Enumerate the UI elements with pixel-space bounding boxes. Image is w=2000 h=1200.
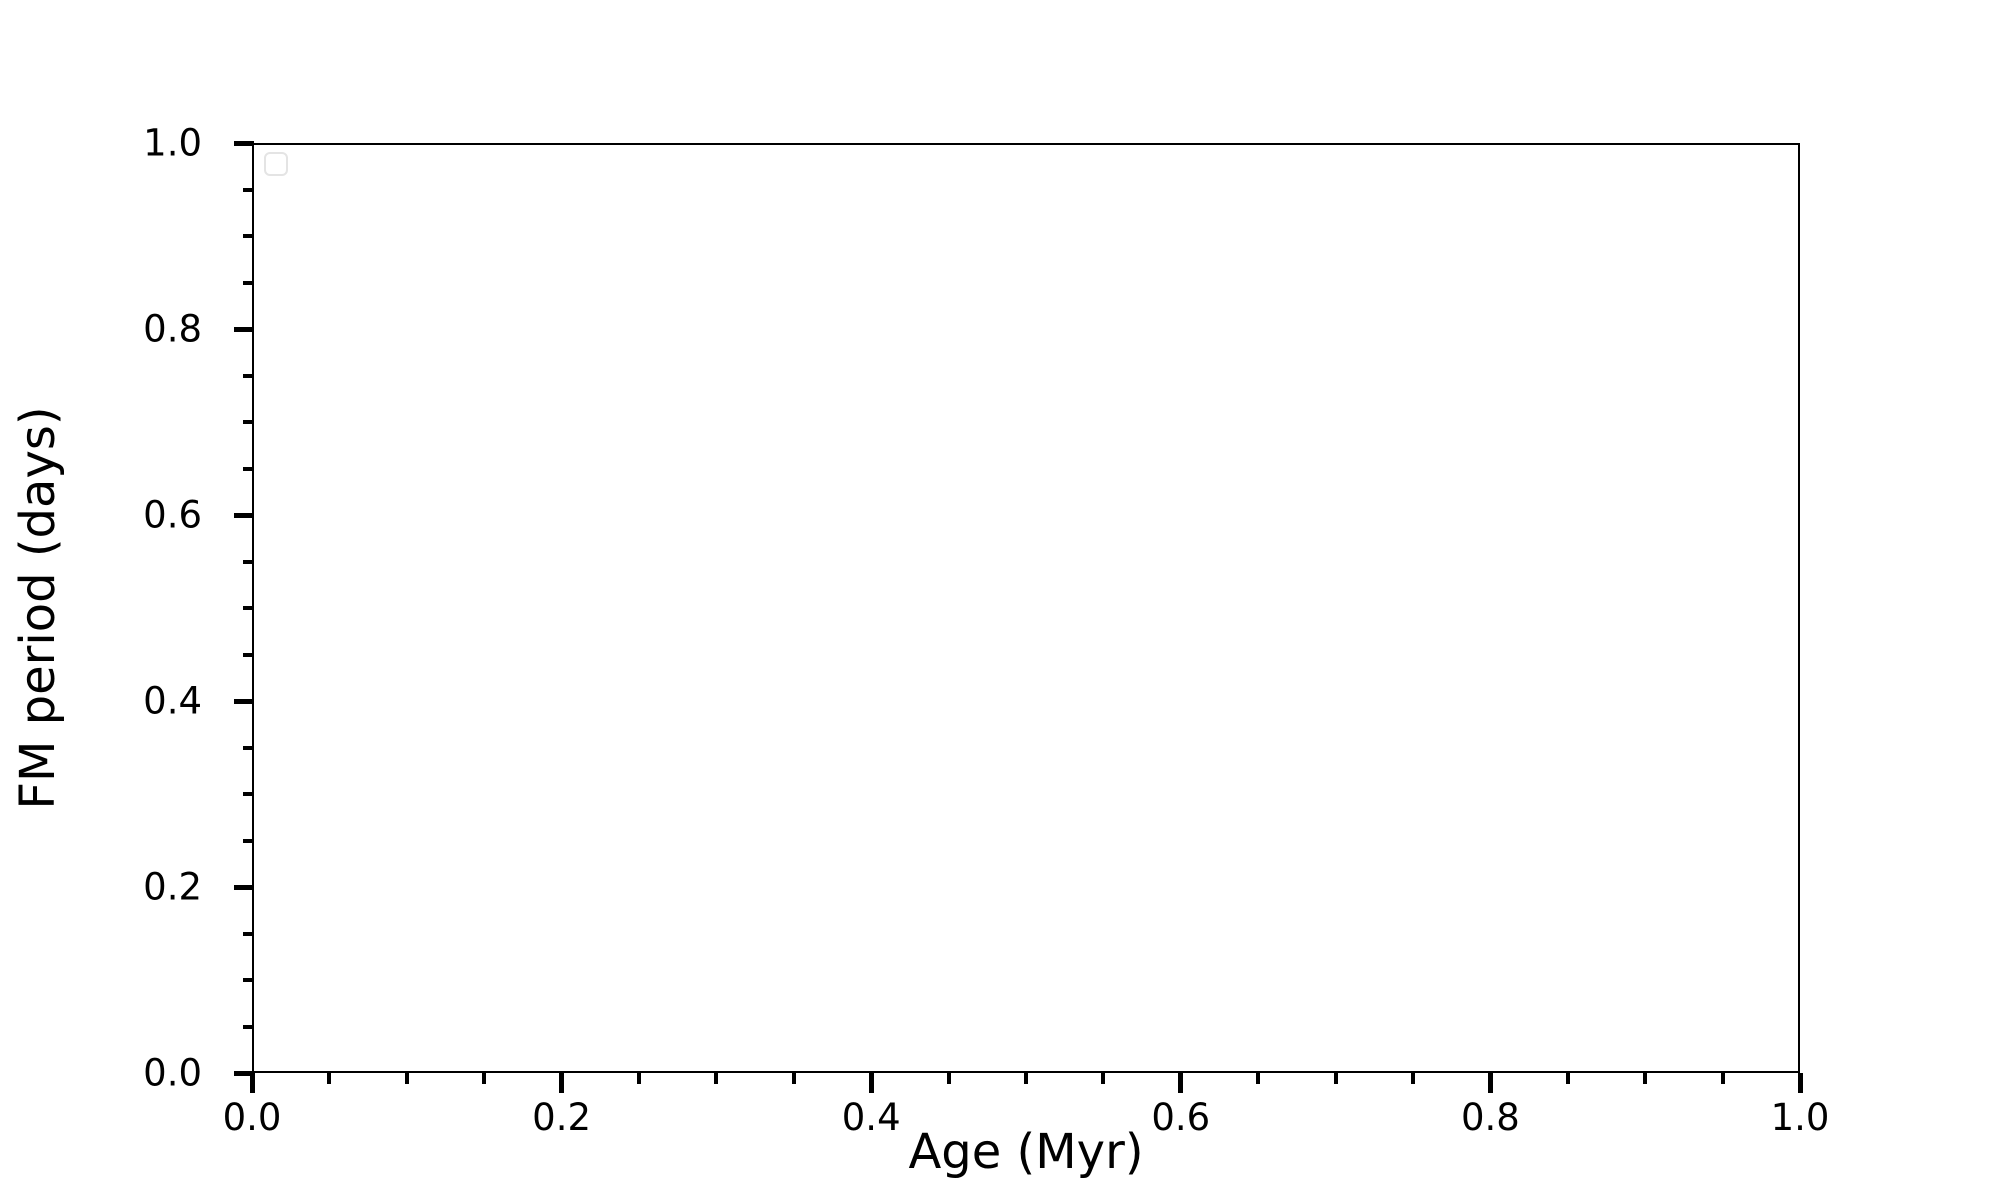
x-tick-label: 1.0 — [1770, 1096, 1830, 1139]
x-tick-minor — [1411, 1073, 1415, 1084]
y-tick-minor — [243, 187, 254, 192]
y-tick-major — [234, 512, 254, 518]
x-tick-minor — [637, 1073, 641, 1084]
y-axis-tick-labels: 0.0 0.2 0.4 0.6 0.8 1.0 — [0, 125, 232, 1092]
x-tick-minor — [1101, 1073, 1106, 1084]
y-tick-minor — [243, 745, 254, 750]
x-tick-label: 0.0 — [222, 1096, 282, 1139]
x-axis-tick-labels: 0.0 0.2 0.4 0.6 0.8 1.0 — [223, 1073, 1830, 1143]
y-tick-major — [234, 1070, 254, 1076]
x-tick-minor — [1256, 1073, 1261, 1084]
y-tick-minor — [243, 373, 254, 378]
y-tick-minor — [243, 838, 254, 843]
y-tick-minor — [243, 606, 254, 610]
y-tick-minor — [243, 1024, 254, 1029]
x-tick-minor — [1720, 1073, 1725, 1084]
legend-box[interactable] — [264, 152, 288, 176]
x-tick-major — [249, 1073, 255, 1093]
y-tick-minor — [243, 652, 254, 657]
y-tick-minor — [243, 559, 254, 564]
x-tick-minor — [1024, 1073, 1028, 1084]
y-tick-label: 0.2 — [143, 865, 202, 909]
y-tick-minor — [243, 466, 254, 471]
y-tick-label: 1.0 — [143, 121, 202, 165]
x-tick-minor — [791, 1073, 796, 1084]
y-tick-major — [234, 698, 254, 704]
x-tick-major — [1487, 1073, 1493, 1093]
x-tick-minor — [1565, 1073, 1570, 1084]
x-tick-major — [1797, 1073, 1803, 1093]
x-tick-label: 0.2 — [532, 1096, 592, 1139]
y-tick-minor — [243, 978, 254, 982]
x-tick-minor — [1333, 1073, 1338, 1084]
y-tick-label: 0.0 — [143, 1051, 202, 1095]
x-axis-label: Age (Myr) — [908, 1124, 1144, 1180]
y-tick-minor — [243, 792, 254, 796]
x-tick-label: 0.8 — [1460, 1096, 1520, 1139]
x-tick-major — [868, 1073, 874, 1093]
x-tick-minor — [482, 1073, 487, 1084]
x-axis-ticks — [249, 1073, 1803, 1097]
y-tick-label: 0.4 — [143, 679, 202, 723]
x-tick-label: 0.6 — [1151, 1096, 1211, 1139]
y-axis-ticks — [232, 140, 254, 1076]
y-tick-minor — [243, 280, 254, 285]
y-tick-minor — [243, 931, 254, 936]
y-tick-label: 0.6 — [143, 493, 202, 537]
x-tick-minor — [404, 1073, 409, 1084]
y-axis-label: FM period (days) — [10, 406, 66, 810]
x-tick-minor — [327, 1073, 332, 1084]
x-tick-minor — [1643, 1073, 1648, 1084]
x-tick-minor — [946, 1073, 951, 1084]
y-tick-minor — [243, 234, 254, 238]
plot-area[interactable] — [252, 143, 1800, 1073]
x-tick-label: 0.4 — [841, 1096, 901, 1139]
y-tick-minor — [243, 420, 254, 424]
x-tick-minor — [714, 1073, 719, 1084]
y-tick-major — [234, 140, 254, 146]
x-tick-major — [1178, 1073, 1184, 1093]
y-tick-label: 0.8 — [143, 307, 202, 351]
y-tick-major — [234, 326, 254, 332]
y-tick-major — [234, 884, 254, 890]
x-tick-major — [559, 1073, 565, 1093]
